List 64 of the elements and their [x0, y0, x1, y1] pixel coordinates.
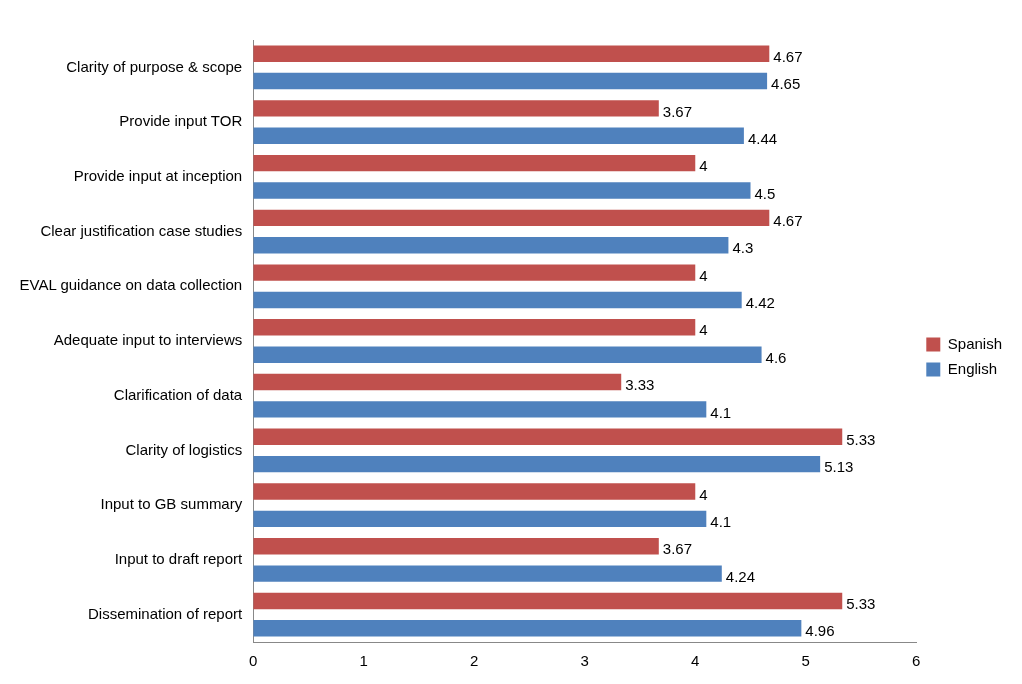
data-label: 4 [699, 266, 708, 284]
data-label: 4.5 [754, 184, 776, 202]
bar [253, 538, 659, 555]
y-tick-label: Clear justification case studies [40, 221, 243, 239]
bar [253, 592, 843, 610]
data-label: 4.96 [805, 622, 835, 640]
y-tick-label: Input to GB summary [100, 495, 243, 513]
bar [253, 565, 722, 582]
data-label: 4.67 [773, 212, 803, 229]
data-label: 4 [699, 321, 708, 339]
bar [253, 319, 696, 336]
legend-label: English [947, 359, 997, 377]
bar [253, 45, 770, 62]
data-label: 3.33 [625, 376, 655, 394]
data-label: 4.67 [773, 47, 803, 65]
bar [253, 510, 707, 528]
bar [253, 455, 821, 473]
data-label: 5.33 [846, 430, 876, 448]
y-tick-label: Clarity of logistics [125, 440, 243, 458]
bar [253, 401, 707, 418]
y-tick-label: Provide input TOR [119, 112, 243, 130]
bar [253, 237, 729, 254]
data-label: 4 [699, 485, 708, 503]
x-tick-label: 6 [912, 652, 921, 670]
y-tick-label: Clarification of data [113, 385, 243, 403]
bar [253, 100, 659, 117]
data-label: 4.44 [747, 129, 778, 147]
bar [253, 620, 802, 637]
y-tick-label: Adequate input to interviews [53, 331, 243, 349]
data-label: 4.65 [771, 75, 801, 93]
data-label: 3.67 [662, 540, 692, 558]
y-tick-label: Clarity of purpose & scope [66, 57, 243, 75]
data-label: 4.3 [732, 239, 754, 257]
y-tick-label: EVAL guidance on data collection [19, 276, 243, 294]
data-label: 4.1 [710, 403, 732, 421]
x-tick-label: 2 [470, 652, 479, 670]
x-tick-label: 0 [249, 652, 258, 670]
data-label: 4.24 [725, 567, 755, 585]
x-tick-label: 1 [359, 652, 368, 670]
bar [253, 209, 770, 227]
bar [253, 154, 696, 172]
data-label: 4.1 [710, 513, 732, 530]
y-tick-label: Input to draft report [114, 550, 244, 568]
data-label: 3.67 [662, 102, 692, 120]
data-label: 5.33 [846, 595, 876, 613]
bar [253, 373, 622, 391]
y-tick-label: Provide input at inception [73, 166, 243, 184]
bar [253, 428, 843, 445]
data-label: 4 [699, 157, 708, 175]
x-tick-label: 4 [691, 652, 700, 670]
bar [253, 346, 762, 363]
y-tick-label: Dissemination of report [87, 604, 244, 622]
x-tick-label: 3 [580, 652, 589, 670]
bar [253, 72, 768, 90]
bar [253, 483, 696, 500]
data-label: 4.42 [745, 294, 775, 312]
legend-label: Spanish [947, 334, 1003, 352]
bar [253, 182, 751, 199]
bar [253, 264, 696, 281]
bar [253, 127, 744, 144]
bar [253, 291, 742, 309]
data-label: 5.13 [824, 458, 854, 476]
x-tick-label: 5 [801, 652, 810, 670]
data-label: 4.6 [765, 348, 787, 366]
